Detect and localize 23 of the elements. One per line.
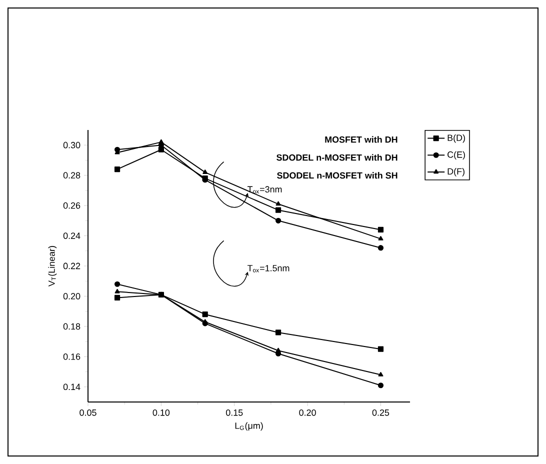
y-tick-label: 0.24 (63, 232, 80, 239)
x-tick-label: 0.15 (226, 409, 243, 416)
x-tick-label: 0.05 (80, 409, 96, 416)
annotation: MOSFET with DH (325, 136, 398, 143)
x-tick-label: 0.10 (152, 409, 170, 416)
annotation: SDODEL n-MOSFET with SH (277, 172, 398, 179)
y-tick-label: 0.18 (63, 323, 80, 330)
x-tick-label: 0.25 (372, 409, 390, 416)
y-tick-label: 0.14 (63, 384, 80, 390)
y-tick-label: 0.16 (63, 353, 80, 360)
annotation: SDODEL n-MOSFET with DH (276, 154, 398, 161)
y-tick-label: 0.28 (63, 172, 80, 178)
y-tick-label: 0.30 (63, 142, 80, 148)
y-axis-title: V$_{T}$(Linear) (48, 246, 57, 286)
annotation: T$_{ox}$=1.5nm (247, 265, 290, 272)
x-axis-title: L$_{G}$(μm) (235, 422, 263, 431)
y-tick-label: 0.20 (63, 293, 80, 300)
y-tick-label: 0.26 (63, 202, 80, 209)
legend-label: D(F) (448, 168, 464, 176)
legend-label: B(D) (448, 134, 465, 143)
x-tick-label: 0.20 (299, 409, 316, 416)
y-tick-label: 0.22 (63, 262, 80, 270)
legend-label: C(E) (448, 151, 465, 160)
